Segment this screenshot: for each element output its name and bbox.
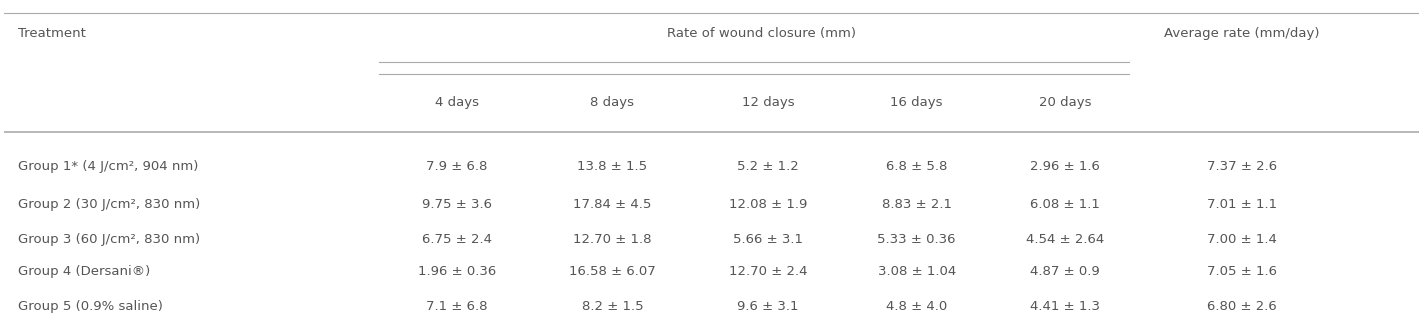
Text: 16.58 ± 6.07: 16.58 ± 6.07	[569, 265, 656, 278]
Text: Group 2 (30 J/cm², 830 nm): Group 2 (30 J/cm², 830 nm)	[18, 198, 201, 211]
Text: 12.08 ± 1.9: 12.08 ± 1.9	[729, 198, 807, 211]
Text: 20 days: 20 days	[1039, 96, 1091, 109]
Text: 12 days: 12 days	[741, 96, 794, 109]
Text: Group 5 (0.9% saline): Group 5 (0.9% saline)	[18, 300, 164, 313]
Text: 4.54 ± 2.64: 4.54 ± 2.64	[1026, 233, 1104, 246]
Text: 7.9 ± 6.8: 7.9 ± 6.8	[425, 160, 488, 173]
Text: 8.2 ± 1.5: 8.2 ± 1.5	[582, 300, 643, 313]
Text: 16 days: 16 days	[891, 96, 943, 109]
Text: 7.37 ± 2.6: 7.37 ± 2.6	[1207, 160, 1276, 173]
Text: 7.01 ± 1.1: 7.01 ± 1.1	[1207, 198, 1276, 211]
Text: Group 4 (Dersani®): Group 4 (Dersani®)	[18, 265, 151, 278]
Text: Group 1* (4 J/cm², 904 nm): Group 1* (4 J/cm², 904 nm)	[18, 160, 199, 173]
Text: 4.87 ± 0.9: 4.87 ± 0.9	[1030, 265, 1100, 278]
Text: 7.05 ± 1.6: 7.05 ± 1.6	[1207, 265, 1276, 278]
Text: Rate of wound closure (mm): Rate of wound closure (mm)	[666, 27, 855, 40]
Text: 8.83 ± 2.1: 8.83 ± 2.1	[882, 198, 952, 211]
Text: 4.8 ± 4.0: 4.8 ± 4.0	[887, 300, 948, 313]
Text: 1.96 ± 0.36: 1.96 ± 0.36	[418, 265, 497, 278]
Text: 6.8 ± 5.8: 6.8 ± 5.8	[887, 160, 948, 173]
Text: 4 days: 4 days	[435, 96, 480, 109]
Text: Treatment: Treatment	[18, 27, 87, 40]
Text: 6.80 ± 2.6: 6.80 ± 2.6	[1207, 300, 1276, 313]
Text: Group 3 (60 J/cm², 830 nm): Group 3 (60 J/cm², 830 nm)	[18, 233, 201, 246]
Text: 7.00 ± 1.4: 7.00 ± 1.4	[1207, 233, 1276, 246]
Text: 9.75 ± 3.6: 9.75 ± 3.6	[421, 198, 492, 211]
Text: 6.75 ± 2.4: 6.75 ± 2.4	[421, 233, 492, 246]
Text: 2.96 ± 1.6: 2.96 ± 1.6	[1030, 160, 1100, 173]
Text: 12.70 ± 1.8: 12.70 ± 1.8	[573, 233, 652, 246]
Text: Average rate (mm/day): Average rate (mm/day)	[1164, 27, 1319, 40]
Text: 8 days: 8 days	[591, 96, 635, 109]
Text: 5.66 ± 3.1: 5.66 ± 3.1	[733, 233, 803, 246]
Text: 13.8 ± 1.5: 13.8 ± 1.5	[578, 160, 647, 173]
Text: 17.84 ± 4.5: 17.84 ± 4.5	[573, 198, 652, 211]
Text: 5.2 ± 1.2: 5.2 ± 1.2	[737, 160, 798, 173]
Text: 7.1 ± 6.8: 7.1 ± 6.8	[425, 300, 488, 313]
Text: 5.33 ± 0.36: 5.33 ± 0.36	[878, 233, 956, 246]
Text: 12.70 ± 2.4: 12.70 ± 2.4	[729, 265, 807, 278]
Text: 6.08 ± 1.1: 6.08 ± 1.1	[1030, 198, 1100, 211]
Text: 3.08 ± 1.04: 3.08 ± 1.04	[878, 265, 956, 278]
Text: 9.6 ± 3.1: 9.6 ± 3.1	[737, 300, 798, 313]
Text: 4.41 ± 1.3: 4.41 ± 1.3	[1030, 300, 1100, 313]
